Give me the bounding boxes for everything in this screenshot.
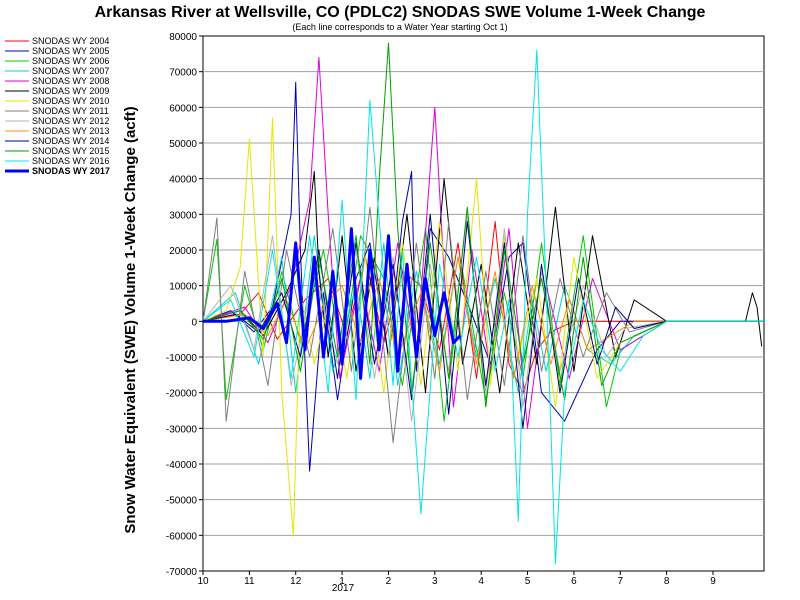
x-tick-label: 12 bbox=[290, 576, 302, 587]
series-line-snodas-wy-2012 bbox=[203, 213, 764, 422]
y-axis: -70000 -60000 -50000 -40000 -30000 -20000 -100… bbox=[166, 32, 203, 578]
legend-label: SNODAS WY 2016 bbox=[32, 156, 109, 166]
x-tick-label: 4 bbox=[478, 576, 484, 587]
legend-label: SNODAS WY 2014 bbox=[32, 136, 109, 146]
y-tick-label: -10000 bbox=[166, 353, 198, 364]
legend-label: SNODAS WY 2006 bbox=[32, 56, 109, 66]
legend-label: SNODAS WY 2009 bbox=[32, 86, 109, 96]
chart-title: Arkansas River at Wellsville, CO (PDLC2)… bbox=[95, 4, 706, 21]
x-axis: 10 11 12 1 2 3 4 5 6 7 8 9 bbox=[197, 571, 716, 587]
y-tick-label: -30000 bbox=[166, 424, 198, 435]
x-tick-label: 5 bbox=[525, 576, 531, 587]
legend-label: SNODAS WY 2004 bbox=[32, 36, 109, 46]
y-tick-label: 70000 bbox=[169, 68, 197, 79]
x-tick-label: 8 bbox=[664, 576, 670, 587]
legend-label: SNODAS WY 2005 bbox=[32, 46, 109, 56]
y-axis-label: Snow Water Equivalent (SWE) Volume 1-Wee… bbox=[122, 106, 139, 533]
legend-label: SNODAS WY 2013 bbox=[32, 126, 109, 136]
y-tick-label: 60000 bbox=[169, 103, 197, 114]
x-tick-label: 7 bbox=[617, 576, 623, 587]
x-tick-label: 11 bbox=[244, 576, 255, 587]
y-tick-label: -40000 bbox=[166, 460, 198, 471]
legend-label: SNODAS WY 2007 bbox=[32, 66, 109, 76]
series-line-snodas-wy-2017 bbox=[203, 227, 462, 380]
x-tick-label: 6 bbox=[571, 576, 577, 587]
y-tick-label: 20000 bbox=[169, 246, 197, 257]
y-tick-label: 0 bbox=[191, 317, 197, 328]
series-group bbox=[203, 42, 764, 565]
x-tick-label: 3 bbox=[432, 576, 438, 587]
legend-label: SNODAS WY 2017 bbox=[32, 166, 110, 176]
y-tick-label: -60000 bbox=[166, 531, 198, 542]
y-tick-label: -20000 bbox=[166, 389, 198, 400]
legend-label: SNODAS WY 2008 bbox=[32, 76, 109, 86]
series-line-snodas-wy-2005 bbox=[203, 81, 764, 472]
x-tick-label: 10 bbox=[197, 576, 209, 587]
y-tick-label: 80000 bbox=[169, 32, 197, 43]
x-tick-label: 2 bbox=[386, 576, 392, 587]
x-tick-label: 1 bbox=[339, 576, 345, 587]
y-tick-label: -70000 bbox=[166, 567, 198, 578]
y-tick-label: -50000 bbox=[166, 496, 198, 507]
x-tick-label: 9 bbox=[710, 576, 716, 587]
y-tick-label: 40000 bbox=[169, 175, 197, 186]
legend-label: SNODAS WY 2011 bbox=[32, 106, 109, 116]
legend-label: SNODAS WY 2015 bbox=[32, 146, 109, 156]
x-axis-year-label: 2017 bbox=[332, 583, 355, 594]
legend-label: SNODAS WY 2010 bbox=[32, 96, 109, 106]
y-tick-label: 50000 bbox=[169, 139, 197, 150]
legend-label: SNODAS WY 2012 bbox=[32, 116, 109, 126]
y-tick-label: 30000 bbox=[169, 210, 197, 221]
chart-subtitle: (Each line corresponds to a Water Year s… bbox=[292, 22, 507, 32]
y-tick-label: 10000 bbox=[169, 282, 197, 293]
